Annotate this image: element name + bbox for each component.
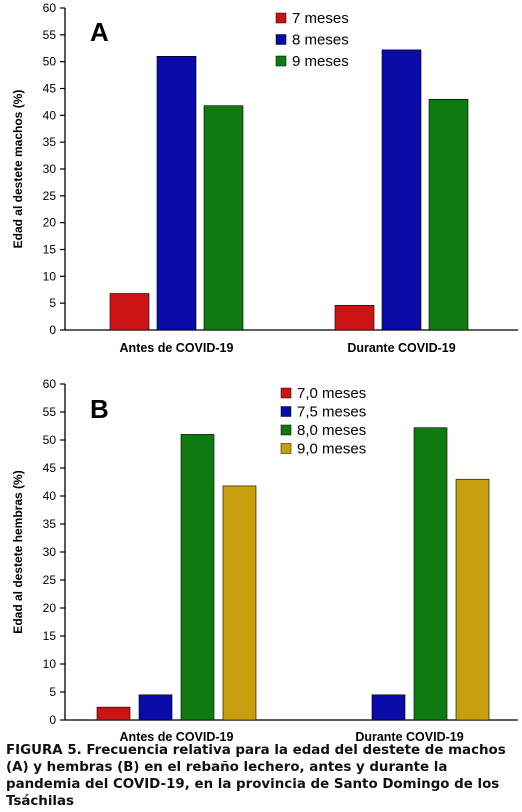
y-tick-label: 60 xyxy=(43,377,57,391)
y-tick-label: 5 xyxy=(49,685,56,699)
panel-label: A xyxy=(90,17,109,47)
legend-swatch xyxy=(280,406,292,417)
legend-swatch xyxy=(275,55,287,67)
bar xyxy=(413,427,448,721)
y-axis-label: Edad al destete hembras (%) xyxy=(11,470,25,633)
legend-label: 8,0 meses xyxy=(297,422,366,439)
y-tick-label: 25 xyxy=(43,573,57,587)
y-tick-label: 45 xyxy=(43,82,57,96)
y-tick-label: 0 xyxy=(49,323,56,337)
y-tick-label: 55 xyxy=(43,28,57,42)
legend-label: 7,0 meses xyxy=(297,385,366,402)
x-tick-label: Antes de COVID-19 xyxy=(120,730,234,744)
bar xyxy=(109,293,150,331)
y-tick-label: 50 xyxy=(43,55,57,69)
legend-label: 8 meses xyxy=(292,32,349,49)
y-tick-label: 35 xyxy=(43,135,57,149)
y-tick-label: 60 xyxy=(43,1,57,15)
legend-swatch xyxy=(275,12,287,24)
y-tick-label: 50 xyxy=(43,433,57,447)
y-tick-label: 20 xyxy=(43,601,57,615)
legend-swatch xyxy=(280,387,292,399)
legend-swatch xyxy=(275,34,287,45)
bar xyxy=(156,55,197,331)
y-tick-label: 5 xyxy=(49,296,56,310)
y-tick-label: 30 xyxy=(43,162,57,176)
y-tick-label: 55 xyxy=(43,405,57,419)
legend-label: 7 meses xyxy=(292,10,349,27)
y-tick-label: 35 xyxy=(43,517,57,531)
panel-label: B xyxy=(90,394,109,424)
chart-panel-b: 0 5 10 15 20 25 30 35 40 45 50 55 60 Edad al destete … xyxy=(11,377,518,744)
y-tick-label: 20 xyxy=(43,216,57,230)
x-tick-label: Durante COVID-19 xyxy=(355,730,463,744)
figure-caption: FIGURA 5. Frecuencia relativa para la ed… xyxy=(6,743,506,809)
bar xyxy=(455,478,490,721)
y-tick-label: 40 xyxy=(43,489,57,503)
chart-panel-a: 0 5 10 15 20 25 30 35 40 45 50 55 60 Edad al destete … xyxy=(11,1,518,355)
bar xyxy=(381,49,422,331)
y-tick-label: 10 xyxy=(43,657,57,671)
y-tick-label: 45 xyxy=(43,461,57,475)
bar xyxy=(428,98,469,331)
legend-label: 9 meses xyxy=(292,53,349,70)
bar xyxy=(180,434,215,721)
y-axis-label: Edad al destete machos (%) xyxy=(11,90,25,249)
bar xyxy=(334,305,375,331)
legend-label: 9,0 meses xyxy=(297,441,366,458)
y-tick-label: 10 xyxy=(43,269,57,283)
x-tick-label: Durante COVID-19 xyxy=(347,341,455,355)
y-tick-label: 15 xyxy=(43,243,57,257)
y-tick-label: 0 xyxy=(49,713,56,727)
legend-label: 7,5 meses xyxy=(297,404,366,421)
bar xyxy=(222,485,257,721)
x-tick-label: Antes de COVID-19 xyxy=(120,341,234,355)
legend-swatch xyxy=(280,424,292,436)
bar xyxy=(96,706,131,721)
y-tick-label: 25 xyxy=(43,189,57,203)
y-tick-label: 15 xyxy=(43,629,57,643)
y-tick-label: 30 xyxy=(43,545,57,559)
bar xyxy=(138,694,173,721)
y-tick-label: 40 xyxy=(43,108,57,122)
legend-swatch xyxy=(280,443,292,454)
bar xyxy=(371,694,406,721)
bar xyxy=(203,105,244,331)
